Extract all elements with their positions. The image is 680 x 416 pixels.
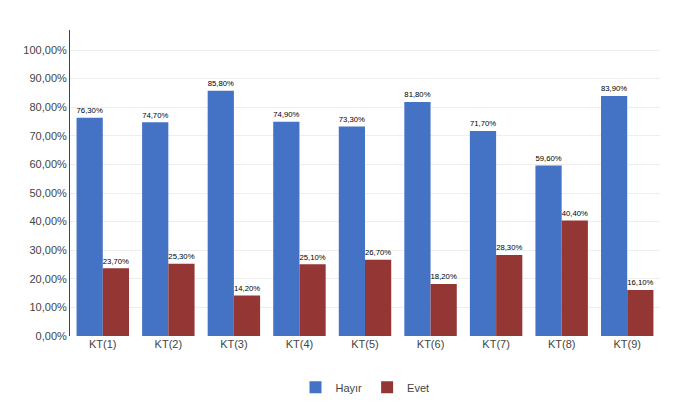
svg-text:KT(4): KT(4) [286,338,314,350]
svg-text:KT(7): KT(7) [482,338,510,350]
svg-text:18,20%: 18,20% [431,272,457,281]
svg-text:81,80%: 81,80% [404,90,430,99]
svg-text:0,00%: 0,00% [36,330,67,342]
svg-text:23,70%: 23,70% [103,257,129,266]
svg-text:85,80%: 85,80% [208,79,234,88]
svg-text:Evet: Evet [407,382,429,394]
svg-text:70,00%: 70,00% [29,130,67,142]
svg-text:10,00%: 10,00% [29,301,67,313]
svg-text:28,30%: 28,30% [496,243,522,252]
svg-text:Hayır: Hayır [336,382,363,394]
svg-text:76,30%: 76,30% [77,106,103,115]
svg-text:20,00%: 20,00% [29,273,67,285]
svg-text:100,00%: 100,00% [23,44,67,56]
svg-text:KT(3): KT(3) [220,338,248,350]
svg-text:KT(9): KT(9) [613,338,641,350]
svg-text:14,20%: 14,20% [234,284,260,293]
svg-text:90,00%: 90,00% [29,72,67,84]
svg-text:83,90%: 83,90% [601,84,627,93]
svg-text:KT(6): KT(6) [417,338,445,350]
svg-text:74,70%: 74,70% [142,111,168,120]
svg-text:73,30%: 73,30% [339,115,365,124]
svg-text:71,70%: 71,70% [470,119,496,128]
svg-text:KT(8): KT(8) [548,338,576,350]
svg-text:KT(1): KT(1) [89,338,117,350]
svg-text:26,70%: 26,70% [365,248,391,257]
svg-text:50,00%: 50,00% [29,187,67,199]
svg-text:59,60%: 59,60% [535,154,561,163]
svg-text:60,00%: 60,00% [29,158,67,170]
svg-text:80,00%: 80,00% [29,101,67,113]
svg-text:74,90%: 74,90% [273,110,299,119]
svg-text:40,00%: 40,00% [29,215,67,227]
svg-text:KT(5): KT(5) [351,338,379,350]
svg-text:40,40%: 40,40% [562,209,588,218]
svg-text:16,10%: 16,10% [627,278,653,287]
svg-text:25,10%: 25,10% [299,253,325,262]
svg-text:30,00%: 30,00% [29,244,67,256]
svg-text:KT(2): KT(2) [155,338,183,350]
svg-text:25,30%: 25,30% [168,252,194,261]
